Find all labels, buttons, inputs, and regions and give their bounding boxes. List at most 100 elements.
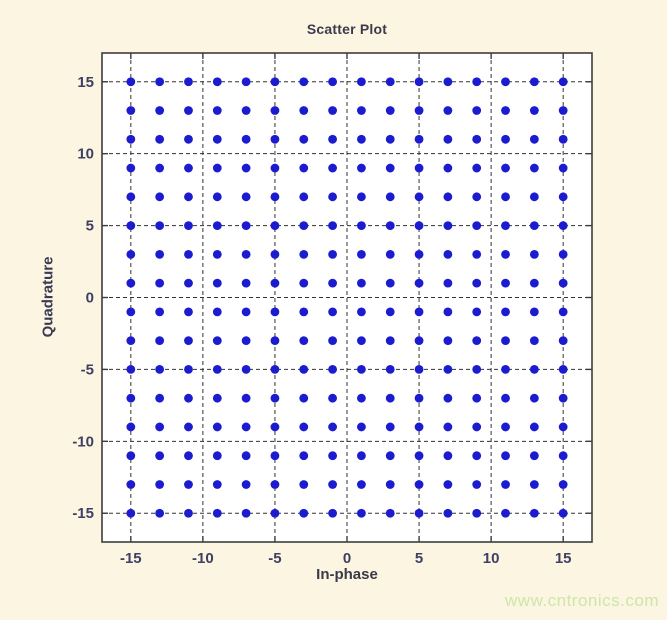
constellation-point <box>472 422 482 432</box>
y-tick-label: 10 <box>77 146 94 163</box>
constellation-point <box>414 422 424 432</box>
constellation-point <box>558 134 568 144</box>
constellation-point <box>472 192 482 202</box>
x-tick-label: -15 <box>120 550 142 567</box>
constellation-point <box>212 134 222 144</box>
constellation-point <box>472 393 482 403</box>
constellation-point <box>126 336 136 346</box>
constellation-point <box>385 393 395 403</box>
constellation-point <box>385 249 395 259</box>
constellation-point <box>328 508 337 518</box>
constellation-point <box>385 508 395 518</box>
constellation-point <box>155 221 165 230</box>
constellation-point <box>212 192 222 202</box>
constellation-point <box>270 336 280 346</box>
constellation-point <box>385 106 395 115</box>
constellation-point <box>299 480 309 489</box>
plot-title: Scatter Plot <box>306 21 388 37</box>
constellation-point <box>212 336 222 346</box>
constellation-point <box>212 422 222 432</box>
x-tick-label: -5 <box>268 550 281 567</box>
constellation-point <box>126 192 136 202</box>
constellation-point <box>385 192 395 202</box>
y-tick-label: 5 <box>86 218 94 235</box>
constellation-point <box>299 422 309 432</box>
constellation-point <box>328 163 337 173</box>
constellation-point <box>385 336 395 346</box>
constellation-point <box>126 307 136 317</box>
constellation-point <box>270 307 280 317</box>
constellation-point <box>385 480 395 489</box>
constellation-point <box>414 393 424 403</box>
constellation-point <box>357 480 366 489</box>
constellation-point <box>126 480 136 489</box>
constellation-point <box>385 221 395 230</box>
constellation-point <box>184 336 193 346</box>
constellation-point <box>414 192 424 202</box>
constellation-point <box>126 221 136 230</box>
constellation-point <box>414 307 424 317</box>
constellation-point <box>155 365 165 374</box>
constellation-point <box>472 134 482 144</box>
constellation-point <box>184 106 193 115</box>
constellation-point <box>529 451 539 461</box>
constellation-point <box>328 106 337 115</box>
y-tick-label: 0 <box>86 290 94 307</box>
constellation-point <box>155 422 165 432</box>
constellation-point <box>472 307 482 317</box>
constellation-point <box>472 163 482 173</box>
constellation-point <box>414 221 424 230</box>
constellation-point <box>212 365 222 374</box>
constellation-point <box>328 393 337 403</box>
constellation-point <box>357 77 366 87</box>
constellation-point <box>155 336 165 346</box>
constellation-point <box>558 508 568 518</box>
constellation-point <box>472 106 482 115</box>
constellation-point <box>328 365 337 374</box>
constellation-point <box>241 106 251 115</box>
constellation-point <box>443 480 453 489</box>
constellation-point <box>184 365 193 374</box>
constellation-point <box>357 221 366 230</box>
constellation-point <box>558 336 568 346</box>
constellation-point <box>270 163 280 173</box>
constellation-point <box>472 508 482 518</box>
constellation-point <box>212 307 222 317</box>
constellation-point <box>212 221 222 230</box>
constellation-point <box>155 77 165 87</box>
constellation-point <box>529 192 539 202</box>
constellation-point <box>443 163 453 173</box>
constellation-point <box>328 451 337 461</box>
constellation-point <box>328 249 337 259</box>
constellation-point <box>472 221 482 230</box>
constellation-point <box>443 192 453 202</box>
constellation-point <box>385 134 395 144</box>
constellation-point <box>126 365 136 374</box>
constellation-point <box>299 249 309 259</box>
constellation-point <box>529 336 539 346</box>
constellation-point <box>241 192 251 202</box>
constellation-point <box>357 451 366 461</box>
constellation-point <box>155 451 165 461</box>
constellation-point <box>184 221 193 230</box>
constellation-point <box>385 422 395 432</box>
constellation-point <box>558 451 568 461</box>
constellation-point <box>529 393 539 403</box>
constellation-point <box>443 106 453 115</box>
constellation-point <box>472 365 482 374</box>
constellation-point <box>299 134 309 144</box>
constellation-point <box>414 336 424 346</box>
constellation-point <box>529 365 539 374</box>
constellation-point <box>328 336 337 346</box>
constellation-point <box>241 77 251 87</box>
constellation-point <box>155 393 165 403</box>
constellation-point <box>357 365 366 374</box>
constellation-point <box>299 192 309 202</box>
constellation-point <box>558 106 568 115</box>
constellation-point <box>558 365 568 374</box>
constellation-point <box>385 365 395 374</box>
constellation-point <box>385 163 395 173</box>
constellation-point <box>529 249 539 259</box>
constellation-point <box>299 221 309 230</box>
